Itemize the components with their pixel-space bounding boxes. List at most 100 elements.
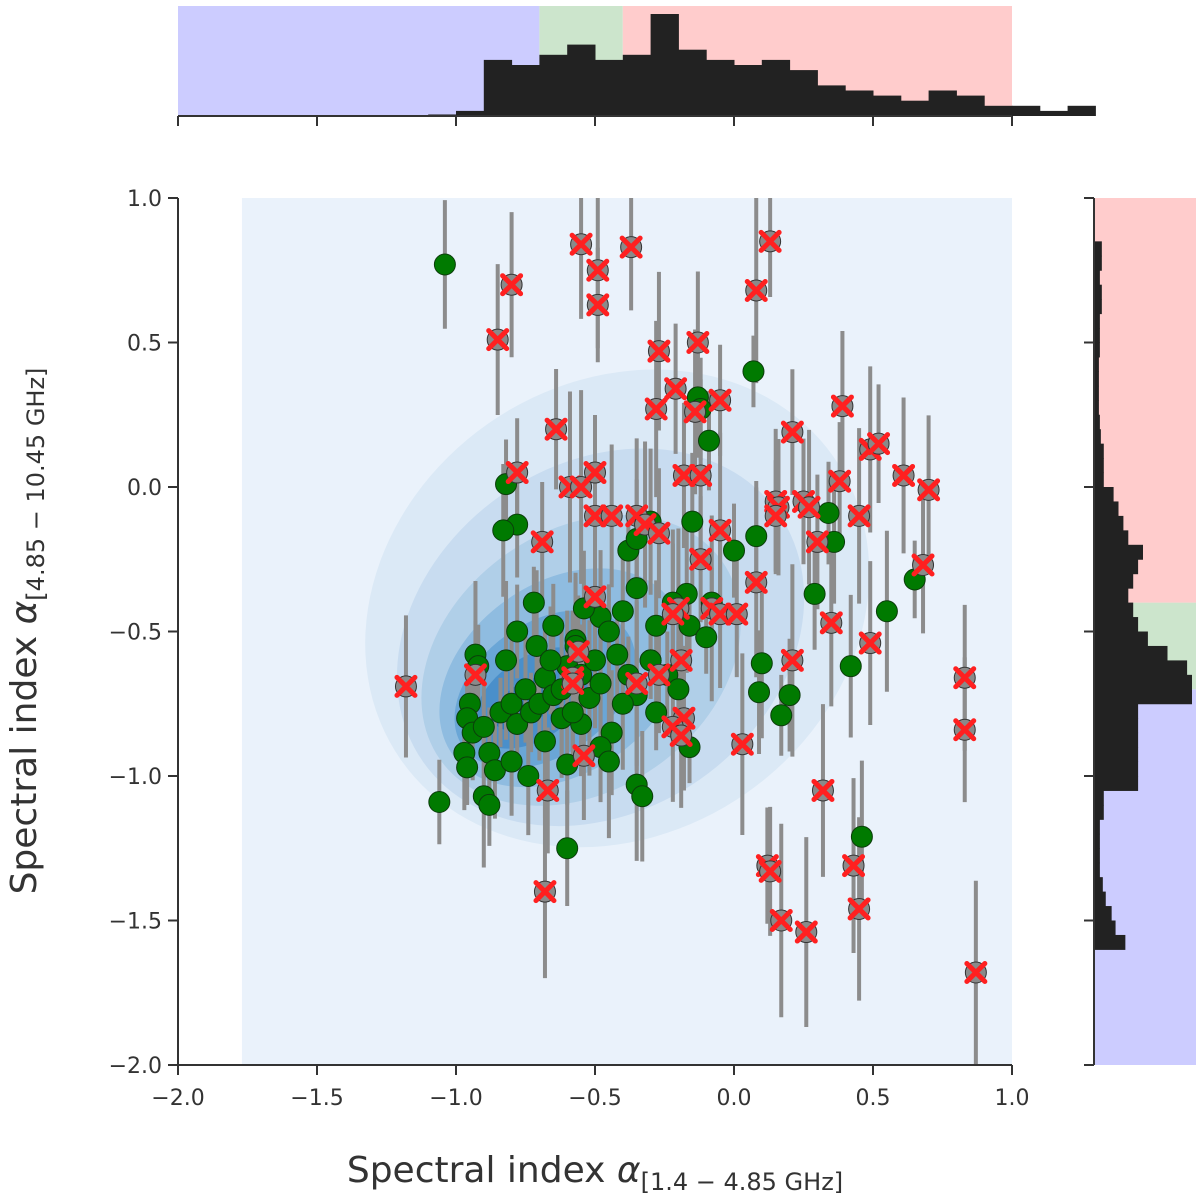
green-point — [597, 620, 620, 643]
right-hist-bar — [1094, 371, 1099, 387]
cross-point-x — [725, 602, 749, 626]
cross-point — [830, 394, 854, 418]
top-hist-bar — [761, 59, 791, 116]
green-point — [742, 360, 765, 383]
cross-point — [625, 672, 649, 696]
top-hist-bar — [956, 95, 985, 116]
cross-point-x — [689, 463, 713, 487]
cross-point-x — [566, 640, 590, 664]
cross-point-x — [486, 328, 510, 352]
cross-point — [586, 293, 610, 317]
right-hist-bar — [1094, 732, 1139, 748]
green-point — [500, 750, 523, 773]
cross-point-x — [561, 672, 585, 696]
green-point — [803, 582, 826, 605]
cross-point — [569, 232, 593, 256]
top-marginal-histogram — [177, 6, 1096, 126]
cross-point — [689, 463, 713, 487]
green-point — [697, 429, 720, 452]
green-point — [667, 678, 690, 701]
cross-point — [669, 648, 693, 672]
cross-point-x — [625, 672, 649, 696]
green-point — [456, 756, 479, 779]
right-hist-bar — [1094, 458, 1104, 474]
right-hist-bar — [1094, 515, 1124, 531]
cross-point-x — [867, 432, 891, 456]
right-hist-bar — [1094, 501, 1119, 517]
right-hist-bar — [1094, 790, 1104, 806]
right-hist-bar — [1094, 674, 1192, 690]
cross-point — [647, 339, 671, 363]
cross-point-x — [669, 724, 693, 748]
green-point — [850, 825, 873, 848]
cross-point — [572, 744, 596, 768]
cross-point — [794, 920, 818, 944]
cross-point-x — [661, 602, 685, 626]
right-hist-bar — [1094, 891, 1106, 907]
y-axis-label-prefix: Spectral index — [4, 624, 45, 894]
cross-point — [780, 648, 804, 672]
green-point — [533, 730, 556, 753]
cross-point — [708, 518, 732, 542]
cross-point — [764, 504, 788, 528]
cross-point — [533, 880, 557, 904]
x-tick-label: −2.0 — [151, 1086, 204, 1111]
cross-point — [892, 463, 916, 487]
green-point — [745, 525, 768, 548]
cross-point — [644, 397, 668, 421]
cross-point-x — [544, 417, 568, 441]
top-hist-bar — [873, 95, 902, 116]
cross-point — [583, 585, 607, 609]
x-tick-label: −0.5 — [568, 1086, 621, 1111]
cross-point-x — [964, 961, 988, 985]
cross-point-x — [780, 420, 804, 444]
cross-point-x — [830, 394, 854, 418]
green-point — [561, 701, 584, 724]
cross-point-x — [394, 674, 418, 698]
cross-point — [744, 570, 768, 594]
cross-point — [463, 663, 487, 687]
cross-point — [583, 461, 607, 485]
y-axis-label-subscript: [4.85 − 10.45 GHz] — [22, 368, 50, 601]
right-hist-bar — [1094, 530, 1129, 546]
green-point — [495, 649, 518, 672]
right-hist-bar — [1094, 689, 1192, 705]
right-hist-bar — [1094, 313, 1100, 329]
cross-point — [819, 611, 843, 635]
top-hist-bar — [845, 90, 874, 116]
right-marginal-histogram — [1084, 197, 1196, 1066]
cross-point-x — [892, 463, 916, 487]
right-hist-bar — [1094, 660, 1188, 676]
green-point — [556, 837, 579, 860]
cross-point — [505, 461, 529, 485]
cross-point-x — [730, 732, 754, 756]
right-hist-bar — [1094, 255, 1102, 271]
cross-point — [797, 495, 821, 519]
cross-point-x — [647, 521, 671, 545]
cross-point-x — [463, 663, 487, 687]
green-point — [695, 626, 718, 649]
cross-point — [847, 504, 871, 528]
x-tick-label: −1.5 — [290, 1086, 343, 1111]
cross-point — [686, 331, 710, 354]
right-hist-bar — [1094, 877, 1103, 893]
cross-point — [769, 909, 793, 932]
cross-point — [689, 547, 713, 571]
top-hist-bar — [1039, 110, 1069, 116]
right-hist-bar — [1094, 848, 1100, 864]
cross-point-x — [794, 920, 818, 944]
y-axis-label-alpha: α — [4, 600, 45, 624]
cross-point-x — [708, 602, 732, 626]
right-hist-bar — [1094, 241, 1102, 257]
cross-point — [842, 854, 866, 878]
right-hist-bar — [1094, 718, 1139, 734]
right-hist-bar — [1094, 559, 1139, 575]
right-hist-bar — [1094, 342, 1100, 358]
cross-point — [847, 897, 871, 921]
green-point — [748, 681, 771, 704]
right-hist-bar — [1094, 385, 1099, 401]
x-tick-label: 0.5 — [856, 1086, 891, 1111]
cross-point — [486, 328, 510, 352]
cross-point-x — [530, 530, 554, 554]
